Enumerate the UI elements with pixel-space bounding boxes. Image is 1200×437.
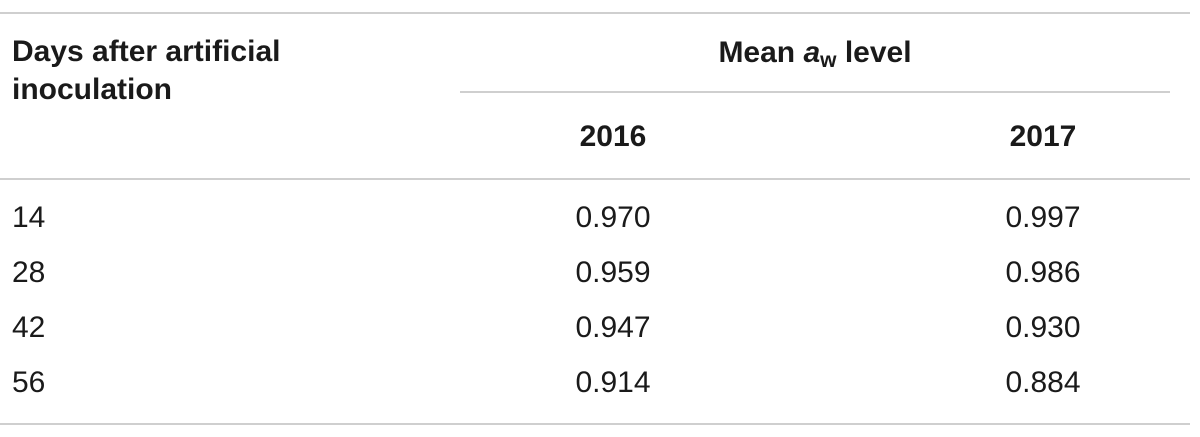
group-header-suffix: level xyxy=(836,36,912,69)
table-cell: 0.884 xyxy=(1005,366,1081,399)
table-cell: 0.914 xyxy=(575,366,651,399)
row-header-label: Days after artificial inoculation xyxy=(12,35,281,106)
table-cell: 0.947 xyxy=(575,311,651,344)
row-label: 56 xyxy=(12,366,46,399)
table-cell: 0.997 xyxy=(1005,201,1081,234)
table-top-rule xyxy=(0,12,1190,14)
group-header-prefix: Mean xyxy=(718,36,804,69)
table-cell: 0.930 xyxy=(1005,311,1081,344)
group-header-rule xyxy=(460,91,1170,93)
table-cell: 0.970 xyxy=(575,201,651,234)
group-header-label: Mean aw level xyxy=(460,34,1170,80)
table-cell: 0.986 xyxy=(1005,256,1081,289)
header-bottom-rule xyxy=(0,178,1190,180)
row-label: 42 xyxy=(12,311,46,344)
column-header-2017: 2017 xyxy=(1009,120,1077,153)
group-header-variable: a xyxy=(803,36,821,69)
table-bottom-rule xyxy=(0,423,1190,425)
row-label: 14 xyxy=(12,201,46,234)
column-header-2016: 2016 xyxy=(579,120,647,153)
row-label: 28 xyxy=(12,256,46,289)
group-header-subscript: w xyxy=(820,49,837,72)
table-cell: 0.959 xyxy=(575,256,651,289)
